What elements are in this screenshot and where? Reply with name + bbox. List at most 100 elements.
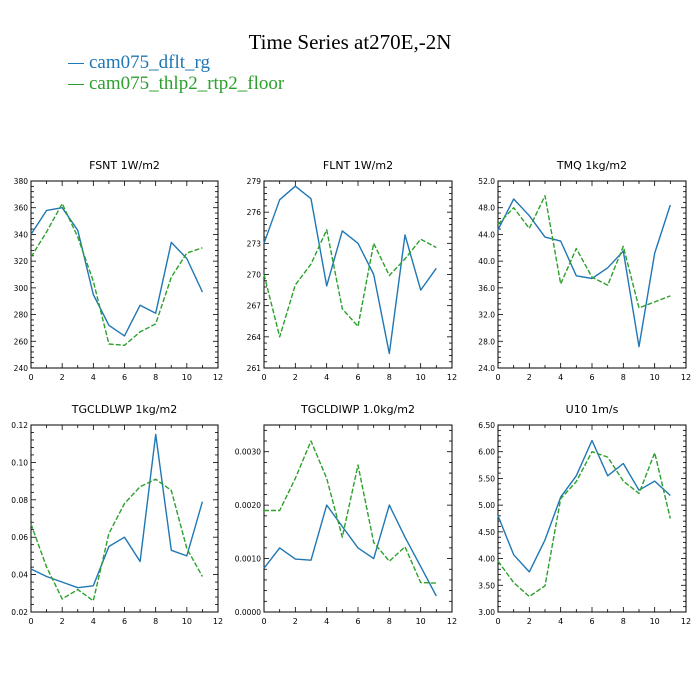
x-tick-label: 12 [681,373,691,382]
y-tick-label: 340 [14,230,29,239]
x-tick-label: 0 [28,617,33,626]
x-tick-label: 8 [153,617,158,626]
y-tick-label: 240 [14,364,29,373]
chart-title: TGCLDIWP 1.0kg/m2 [300,403,415,416]
legend-label-dflt: cam075_dflt_rg [89,52,211,73]
x-tick-label: 8 [621,617,626,626]
series-line-dflt [263,185,437,355]
series-line-thlp2 [263,229,437,338]
chart-panel-4: TGCLDLWP 1kg/m2 0 2 4 6 8 10 12 0.02 0.04 0.06 0.08… [11,403,223,626]
chart-title: TGCLDLWP 1kg/m2 [71,403,177,416]
x-tick-label: 4 [324,617,329,626]
chart-title: TMQ 1kg/m2 [556,159,627,172]
plot-frame [30,424,219,613]
page-title: Time Series at270E,-2N [248,30,452,54]
x-tick-label: 8 [621,373,626,382]
legend-item-dflt: cam075_dflt_rg [68,52,210,74]
legend-item-thlp2: cam075_thlp2_rtp2_floor [68,73,284,95]
chart-panel-6: U10 1m/s 0 2 4 6 8 10 12 3.00 3.50 4.00 4.50 5.00 5.5… [478,403,691,626]
series-line-dflt [263,504,437,597]
x-tick-label: 2 [527,617,532,626]
x-tick-label: 4 [558,617,563,626]
x-tick-label: 10 [416,617,426,626]
y-tick-label: 260 [14,337,29,346]
x-tick-label: 10 [182,617,192,626]
x-tick-label: 10 [650,373,660,382]
x-tick-label: 6 [589,373,594,382]
x-tick-label: 0 [28,373,33,382]
chart-title: FSNT 1W/m2 [89,159,160,172]
y-tick-label: 300 [14,284,29,293]
y-tick-label: 320 [14,257,29,266]
x-tick-label: 0 [495,617,500,626]
x-tick-label: 2 [60,617,65,626]
y-tick-label: 360 [14,204,29,213]
y-tick-label: 0.0000 [235,608,261,617]
x-tick-label: 12 [213,373,223,382]
x-tick-label: 8 [153,373,158,382]
chart-panel-2: FLNT 1W/m2 0 2 4 6 8 10 12 261 264 267 270 273 276 279 [247,159,457,382]
series-line-thlp2 [30,202,203,346]
x-tick-label: 6 [589,617,594,626]
y-tick-label: 24.0 [478,364,495,373]
x-tick-label: 4 [558,373,563,382]
y-tick-label: 32.0 [478,311,495,320]
series-line-thlp2 [497,194,671,309]
chart-title: U10 1m/s [566,403,619,416]
y-tick-label: 0.08 [11,496,28,505]
x-tick-label: 6 [122,373,127,382]
legend-line-thlp2 [68,84,84,86]
series-line-thlp2 [497,451,671,598]
x-tick-label: 0 [261,617,266,626]
series-line-thlp2 [264,440,437,584]
y-tick-label: 52.0 [478,177,495,186]
y-tick-label: 44.0 [478,230,495,239]
y-tick-label: 0.10 [11,458,28,467]
x-tick-label: 12 [213,617,223,626]
y-tick-label: 267 [247,302,262,311]
x-tick-label: 4 [324,373,329,382]
series-line-dflt [30,206,204,337]
x-tick-label: 4 [91,617,96,626]
x-tick-label: 2 [60,373,65,382]
x-tick-label: 8 [387,373,392,382]
y-tick-label: 0.02 [11,608,28,617]
y-tick-label: 28.0 [478,337,495,346]
x-tick-label: 12 [681,617,691,626]
y-tick-label: 40.0 [478,257,495,266]
y-tick-label: 3.00 [478,608,495,617]
series-line-dflt [497,198,671,348]
y-tick-label: 0.0020 [235,501,261,510]
y-tick-label: 0.06 [11,533,28,542]
x-tick-label: 2 [527,373,532,382]
x-tick-label: 6 [355,373,360,382]
plot-frame [497,180,687,369]
x-tick-label: 4 [91,373,96,382]
plot-frame [30,180,219,369]
plot-frame [263,424,453,613]
x-tick-label: 10 [650,617,660,626]
y-tick-label: 0.0010 [235,555,261,564]
y-tick-label: 4.00 [478,555,495,564]
chart-panel-5: TGCLDIWP 1.0kg/m2 0 2 4 6 8 10 12 0.0000 0.0010 0.… [235,403,457,626]
x-tick-label: 12 [447,373,457,382]
x-tick-label: 2 [293,373,298,382]
y-tick-label: 280 [14,311,29,320]
y-tick-label: 6.50 [478,421,495,430]
x-tick-label: 10 [416,373,426,382]
y-tick-label: 5.50 [478,474,495,483]
series-line-dflt [30,433,204,589]
plot-frame [263,180,453,369]
x-tick-label: 6 [122,617,127,626]
x-tick-label: 2 [293,617,298,626]
y-tick-label: 0.0030 [235,448,261,457]
x-tick-label: 8 [387,617,392,626]
chart-panel-3: TMQ 1kg/m2 0 2 4 6 8 10 12 24.0 28.0 32.0 36.0 40.0 4… [478,159,691,382]
y-tick-label: 270 [247,271,262,280]
y-tick-label: 3.50 [478,581,495,590]
x-tick-label: 10 [182,373,192,382]
y-tick-label: 279 [247,177,262,186]
x-tick-label: 0 [495,373,500,382]
series-line-dflt [497,439,671,573]
